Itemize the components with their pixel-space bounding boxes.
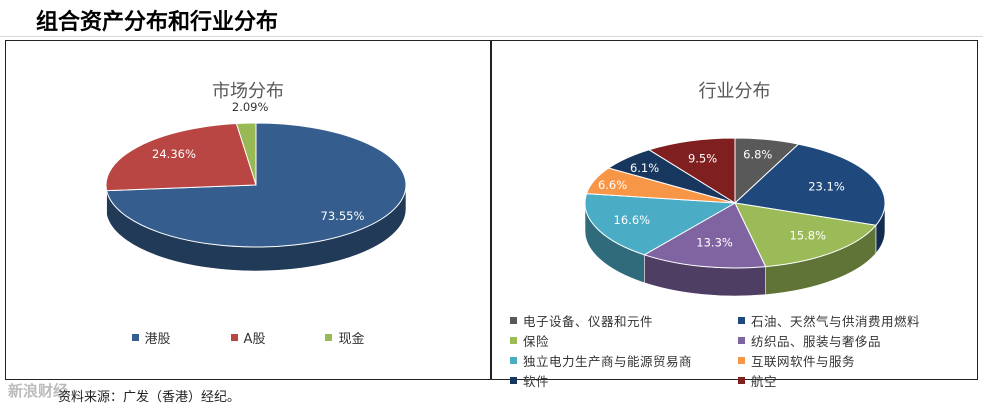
- legend-swatch: [738, 377, 745, 384]
- market-pie-chart: 2.09% 73.55% 24.36%: [105, 100, 407, 272]
- pie-industry-slice-7: [647, 137, 736, 204]
- legend-label: 软件: [523, 374, 550, 389]
- legend-swatch: [131, 334, 139, 341]
- legend-swatch: [230, 334, 238, 341]
- industry-distribution-panel: 行业分布 6.8% 23.1% 15.8% 13.3% 16.6% 6.6% 6.1% 9.5…: [491, 40, 978, 389]
- pie-industry-data-label-2: 15.8%: [789, 228, 826, 242]
- pie-market-data-label-0: 2.09%: [232, 100, 269, 114]
- pie-industry-data-label-1: 23.1%: [808, 180, 845, 194]
- legend-swatch: [510, 377, 517, 384]
- pie-industry-slice-4: [584, 193, 737, 256]
- legend-swatch: [738, 337, 745, 344]
- market-legend-item: 现金: [325, 328, 364, 347]
- legend-label: A股: [243, 332, 266, 347]
- pie-market-slice-2: [105, 123, 257, 192]
- legend-swatch: [738, 317, 745, 324]
- legend-swatch: [510, 337, 517, 344]
- industry-pie-chart: 6.8% 23.1% 15.8% 13.3% 16.6% 6.6%6.1% 9.5%: [584, 137, 886, 297]
- pie-market-data-label-2: 24.36%: [152, 147, 196, 161]
- industry-legend-item: 软件: [510, 371, 738, 390]
- legend-swatch: [738, 357, 745, 364]
- legend-label: 保险: [523, 334, 550, 349]
- page-heading: 组合资产分布和行业分布: [36, 9, 279, 35]
- source-note: 资料来源：广发（香港）经纪。: [58, 390, 241, 405]
- legend-label: 互联网软件与服务: [751, 354, 856, 369]
- legend-swatch: [325, 334, 333, 341]
- pie-industry-data-label-3: 13.3%: [696, 235, 733, 249]
- legend-swatch: [510, 357, 517, 364]
- industry-legend: 电子设备、仪器和元件 石油、天然气与供消费用燃料保险 纺织品、服装与奢侈品独立电力生…: [510, 311, 970, 390]
- pie-industry-data-label-5: 6.6%: [598, 178, 627, 192]
- legend-label: 独立电力生产商与能源贸易商: [523, 354, 693, 369]
- watermark: 新浪财经: [8, 382, 69, 400]
- pie-market-data-label-1: 73.55%: [321, 209, 365, 223]
- legend-label: 现金: [338, 332, 365, 347]
- industry-legend-item: 纺织品、服装与奢侈品: [738, 331, 970, 350]
- legend-label: 电子设备、仪器和元件: [523, 314, 654, 329]
- pie-industry-slice-2: [734, 202, 877, 268]
- industry-legend-item: 保险: [510, 331, 738, 350]
- legend-swatch: [510, 317, 517, 324]
- market-legend-item: A股: [230, 328, 266, 347]
- pie-industry-slice-3: [643, 202, 767, 269]
- pie-industry-data-label-7: 9.5%: [688, 151, 717, 165]
- industry-legend-item: 独立电力生产商与能源贸易商: [510, 351, 738, 370]
- market-legend: 港股 A股 现金: [6, 328, 490, 347]
- market-legend-item: 港股: [131, 328, 171, 347]
- legend-label: 港股: [144, 332, 171, 347]
- industry-legend-item: 电子设备、仪器和元件: [510, 311, 738, 330]
- industry-legend-item: 互联网软件与服务: [738, 351, 970, 370]
- heading-divider: [0, 36, 983, 37]
- market-chart-title: 市场分布: [212, 81, 284, 102]
- legend-label: 石油、天然气与供消费用燃料: [751, 314, 921, 329]
- market-distribution-panel: 市场分布 2.09% 73.55% 24.36% 港股 A股 现金: [5, 40, 491, 380]
- pie-industry-data-label-0: 6.8%: [743, 148, 772, 162]
- pie-industry-slice-1: [733, 143, 886, 226]
- industry-legend-item: 航空: [738, 371, 970, 390]
- industry-legend-item: 石油、天然气与供消费用燃料: [738, 311, 970, 330]
- pie-industry-data-label-4: 16.6%: [614, 213, 651, 227]
- legend-label: 纺织品、服装与奢侈品: [751, 334, 882, 349]
- industry-chart-title: 行业分布: [698, 81, 771, 102]
- legend-label: 航空: [751, 374, 778, 389]
- pie-industry-data-label-6: 6.1%: [630, 161, 659, 175]
